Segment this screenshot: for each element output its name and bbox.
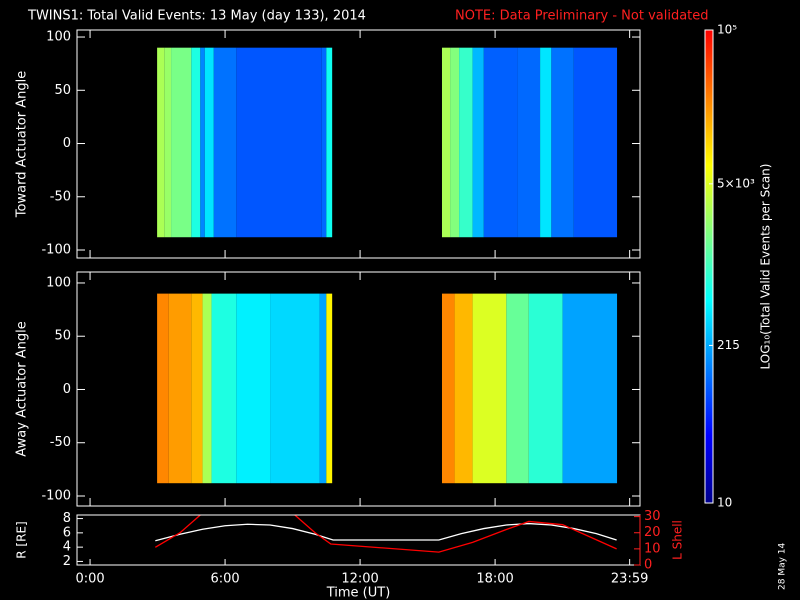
y-tick-label: -100 [41,243,71,258]
spectrogram-cell [236,293,271,484]
spectrogram-cell [517,47,541,238]
spectrogram-cell [551,47,574,238]
colorbar [704,29,714,504]
spectrogram-cell [236,47,322,238]
y-tick-label: 0 [63,382,71,397]
spectrogram-cell [204,47,214,238]
spectrogram-cell [506,293,529,484]
spectrogram-cell [540,47,552,238]
x-axis-label: Time (UT) [326,586,391,600]
y-axis-label: Away Actuator Angle [15,321,30,456]
chart-title: TWINS1: Total Valid Events: 13 May (day … [27,9,366,24]
spectrogram-cell [321,47,327,238]
y2-tick-label: 30 [644,509,661,524]
spectrogram-cell [164,47,172,238]
colorbar-tick-label: 10⁵ [717,23,737,37]
y2-axis-label: L Shell [671,520,685,560]
x-tick-label: 6:00 [210,572,239,587]
spectrogram-cell [441,47,451,238]
y-tick-label: -100 [41,488,71,503]
spectrogram-cell [573,47,618,238]
y-tick-label: 8 [63,511,71,526]
y-tick-label: 50 [54,329,71,344]
colorbar-tick-label: 10 [717,496,732,510]
spectrogram-cell [528,293,563,484]
colorbar-tick-label: 5×10³ [717,176,755,190]
spectrogram-cell [213,47,237,238]
spectrogram-cell [270,293,320,484]
colorbar-tick-label: 215 [717,338,740,352]
y-tick-label: -50 [50,435,71,450]
y-tick-label: 100 [46,30,71,45]
spectrogram-cell [202,293,212,484]
y-tick-label: 2 [63,554,71,569]
spectrogram-cell [472,293,507,484]
spectrogram-cell [483,47,518,238]
spectrogram-cell [326,293,333,484]
y-tick-label: 50 [54,83,71,98]
y-tick-label: 100 [46,275,71,290]
spectrogram-cell [171,47,192,238]
y-axis-label: R [RE] [15,521,29,558]
spectrogram-cell [454,293,473,484]
date-stamp: 28 May 14 [778,542,788,590]
line-series [155,522,617,542]
spectrogram-cell [211,293,237,484]
colorbar-label: LOG₁₀(Total Valid Events per Scan) [759,164,773,370]
y-tick-label: 6 [63,525,71,540]
spectrogram-cell [200,47,205,238]
y-tick-label: -50 [50,189,71,204]
y2-tick-label: 0 [644,558,652,573]
x-tick-label: 18:00 [476,572,513,587]
spectrogram-cell [191,47,201,238]
x-tick-label: 23:59 [611,572,648,587]
spectrogram-cell [157,293,169,484]
spectrogram-cell [326,47,333,238]
note: NOTE: Data Preliminary - Not validated [455,9,709,24]
x-tick-label: 12:00 [341,572,378,587]
y-tick-label: 0 [63,136,71,151]
y-axis-label: Toward Actuator Angle [15,71,30,218]
spectrogram-cell [459,47,473,238]
line-series [154,515,617,553]
x-tick-label: 0:00 [75,572,104,587]
spectrogram-cell [319,293,327,484]
spectrogram-cell [168,293,192,484]
spectrogram-cell [157,47,165,238]
spectrogram-cell [191,293,203,484]
spectrogram-cell [562,293,618,484]
spectrogram-cell [441,293,455,484]
y-tick-label: 4 [63,540,71,555]
y2-tick-label: 10 [644,541,661,556]
y2-tick-label: 20 [644,525,661,540]
spectrogram-cell [450,47,460,238]
spectrogram-cell [472,47,484,238]
